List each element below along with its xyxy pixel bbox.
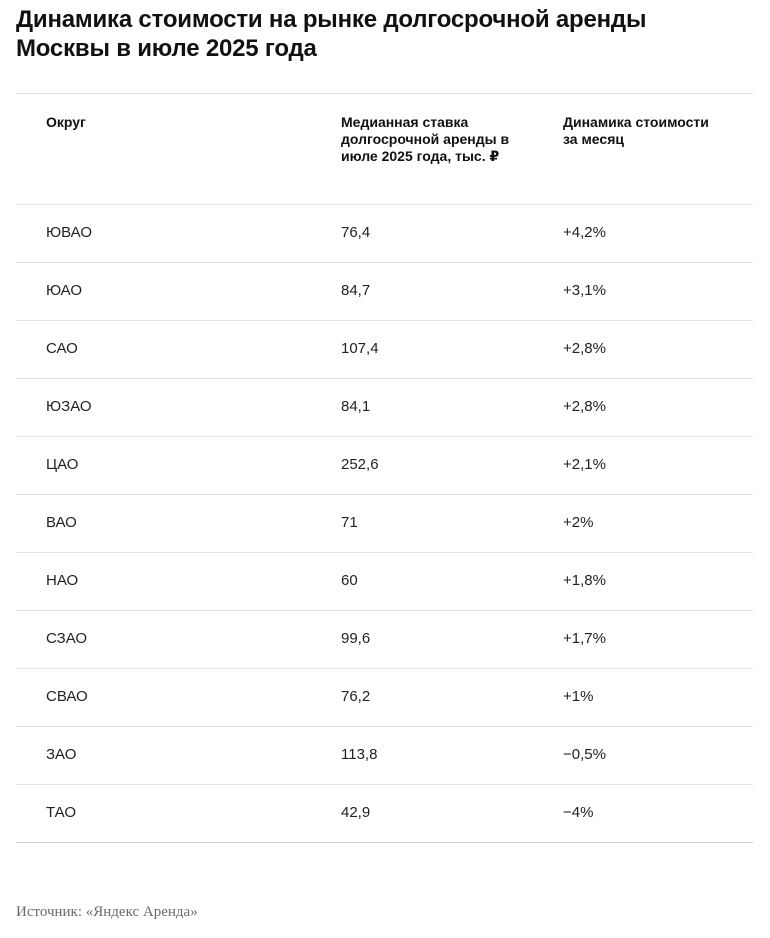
cell-district: ЮВАО: [46, 224, 93, 241]
cell-median-rate: 76,2: [341, 688, 371, 705]
cell-monthly-change: +3,1%: [563, 282, 606, 299]
table-row: ЮВАО 76,4 +4,2%: [16, 205, 753, 263]
cell-monthly-change: +2,8%: [563, 398, 606, 415]
cell-district: НАО: [46, 572, 79, 589]
table-row: СЗАО 99,6 +1,7%: [16, 611, 753, 669]
table-row: ЮЗАО 84,1 +2,8%: [16, 379, 753, 437]
cell-median-rate: 252,6: [341, 456, 379, 473]
cell-district: ЦАО: [46, 456, 79, 473]
cell-monthly-change: +4,2%: [563, 224, 606, 241]
cell-monthly-change: +1,7%: [563, 630, 606, 647]
data-table: Округ Медианная ставка долгосрочной арен…: [16, 93, 753, 843]
table-row: ЗАО 113,8 −0,5%: [16, 727, 753, 785]
cell-monthly-change: +2%: [563, 514, 594, 531]
cell-district: ВАО: [46, 514, 77, 531]
table-row: НАО 60 +1,8%: [16, 553, 753, 611]
cell-district: ЗАО: [46, 746, 77, 763]
header-monthly-change: Динамика стоимости за месяц: [563, 114, 709, 147]
cell-median-rate: 99,6: [341, 630, 371, 647]
cell-district: ЮЗАО: [46, 398, 92, 415]
table-header-row: Округ Медианная ставка долгосрочной арен…: [16, 94, 753, 205]
cell-median-rate: 113,8: [341, 746, 378, 763]
cell-monthly-change: +1,8%: [563, 572, 606, 589]
cell-monthly-change: +2,1%: [563, 456, 606, 473]
cell-median-rate: 42,9: [341, 804, 371, 821]
header-median-rate: Медианная ставка долгосрочной аренды в и…: [341, 114, 510, 164]
cell-median-rate: 84,1: [341, 398, 371, 415]
source-note: Источник: «Яндекс Аренда»: [16, 904, 198, 920]
cell-district: ТАО: [46, 804, 77, 821]
cell-median-rate: 71: [341, 514, 358, 531]
table-row: ТАО 42,9 −4%: [16, 785, 753, 843]
cell-median-rate: 84,7: [341, 282, 371, 299]
table-row: ЦАО 252,6 +2,1%: [16, 437, 753, 495]
cell-district: СЗАО: [46, 630, 88, 647]
cell-median-rate: 60: [341, 572, 358, 589]
table-row: САО 107,4 +2,8%: [16, 321, 753, 379]
page-title: Динамика стоимости на рынке долгосрочной…: [16, 6, 647, 62]
header-district: Округ: [46, 114, 86, 130]
table-row: ЮАО 84,7 +3,1%: [16, 263, 753, 321]
cell-median-rate: 76,4: [341, 224, 371, 241]
cell-monthly-change: +1%: [563, 688, 594, 705]
cell-monthly-change: −0,5%: [563, 746, 606, 763]
table-row: ВАО 71 +2%: [16, 495, 753, 553]
cell-district: СВАО: [46, 688, 88, 705]
cell-district: ЮАО: [46, 282, 82, 299]
cell-district: САО: [46, 340, 78, 357]
table-row: СВАО 76,2 +1%: [16, 669, 753, 727]
cell-median-rate: 107,4: [341, 340, 379, 357]
cell-monthly-change: +2,8%: [563, 340, 606, 357]
cell-monthly-change: −4%: [563, 804, 594, 821]
